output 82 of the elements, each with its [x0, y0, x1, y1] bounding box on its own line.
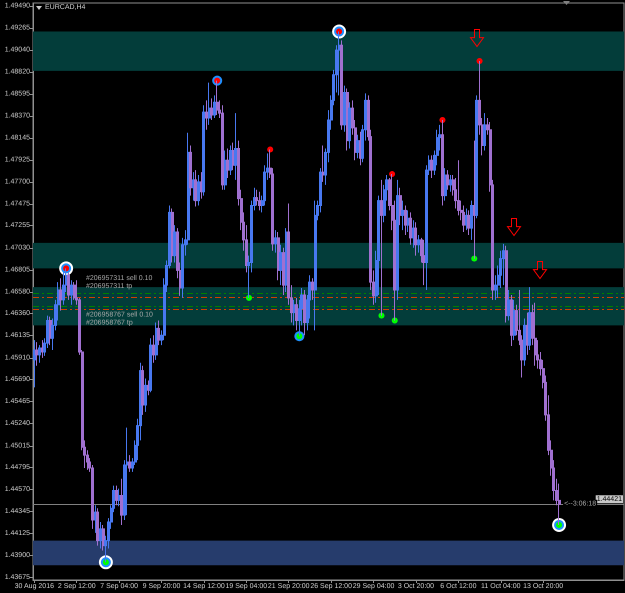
candlestick [528, 286, 531, 350]
candlestick [412, 220, 415, 248]
candlestick [510, 294, 513, 347]
candlestick [192, 172, 195, 202]
candlestick [120, 478, 123, 526]
candlestick [96, 508, 99, 546]
candlestick [303, 290, 306, 336]
candlestick [67, 272, 70, 300]
candlestick [229, 145, 232, 176]
candlestick [102, 524, 105, 552]
candlestick [234, 112, 237, 180]
candlestick [226, 148, 229, 178]
candlestick [274, 230, 277, 254]
candlestick [414, 222, 417, 256]
candlestick [194, 170, 197, 207]
candlestick [126, 427, 129, 516]
candlestick [507, 290, 510, 321]
candlestick [279, 244, 282, 286]
candlestick [213, 94, 216, 119]
candlestick [523, 318, 526, 366]
candlestick [258, 191, 261, 211]
candlestick [118, 488, 121, 507]
candlestick [189, 145, 192, 196]
candlestick [467, 210, 470, 236]
candlestick [149, 338, 152, 393]
candlestick [404, 204, 407, 236]
candlestick [396, 179, 399, 300]
candlestick [277, 232, 280, 281]
candlestick [502, 243, 505, 286]
candlestick [444, 168, 447, 202]
candlestick [282, 247, 285, 296]
candlestick [99, 522, 102, 550]
candlestick [33, 340, 36, 388]
candlestick [35, 342, 38, 366]
candlestick [401, 200, 404, 231]
candlestick [147, 380, 150, 396]
candlestick [94, 504, 97, 534]
candlestick [399, 187, 402, 226]
candlestick [449, 174, 452, 192]
candlestick [430, 154, 433, 178]
candlestick [141, 365, 144, 416]
candlestick [70, 280, 73, 306]
candlestick [475, 94, 478, 219]
candlestick [38, 344, 41, 364]
candlestick [311, 278, 314, 300]
candlestick [59, 278, 62, 312]
candlestick [422, 239, 425, 286]
candlestick [505, 245, 508, 323]
candlestick [115, 485, 118, 506]
candlestick [457, 160, 460, 216]
candlestick [128, 454, 131, 472]
candlestick [210, 98, 213, 120]
candlestick [446, 170, 449, 190]
candlestick [155, 322, 158, 360]
candlestick [417, 234, 420, 254]
candlestick [200, 172, 203, 200]
candlestick [224, 150, 227, 190]
candlestick [343, 85, 346, 132]
candlestick [470, 200, 473, 240]
candlestick [409, 212, 412, 246]
candlestick [202, 104, 205, 196]
candlestick [205, 100, 208, 130]
candlestick [322, 145, 325, 182]
candlestick [41, 340, 44, 358]
candlestick [208, 82, 211, 126]
candlestick [534, 302, 537, 366]
candlestick [144, 378, 147, 412]
candlestick [293, 299, 296, 326]
candlestick [483, 112, 486, 151]
candlestick [356, 134, 359, 159]
candlestick [348, 102, 351, 149]
candlestick [314, 200, 317, 331]
candlestick [173, 224, 176, 264]
candlestick [407, 210, 410, 233]
candlestick [221, 104, 224, 190]
candlestick [197, 174, 200, 206]
candlestick [157, 320, 160, 346]
candlestick [152, 334, 155, 364]
candlestick [462, 204, 465, 233]
candlestick [340, 40, 343, 130]
candlestick [295, 297, 298, 331]
candlestick [62, 272, 65, 306]
